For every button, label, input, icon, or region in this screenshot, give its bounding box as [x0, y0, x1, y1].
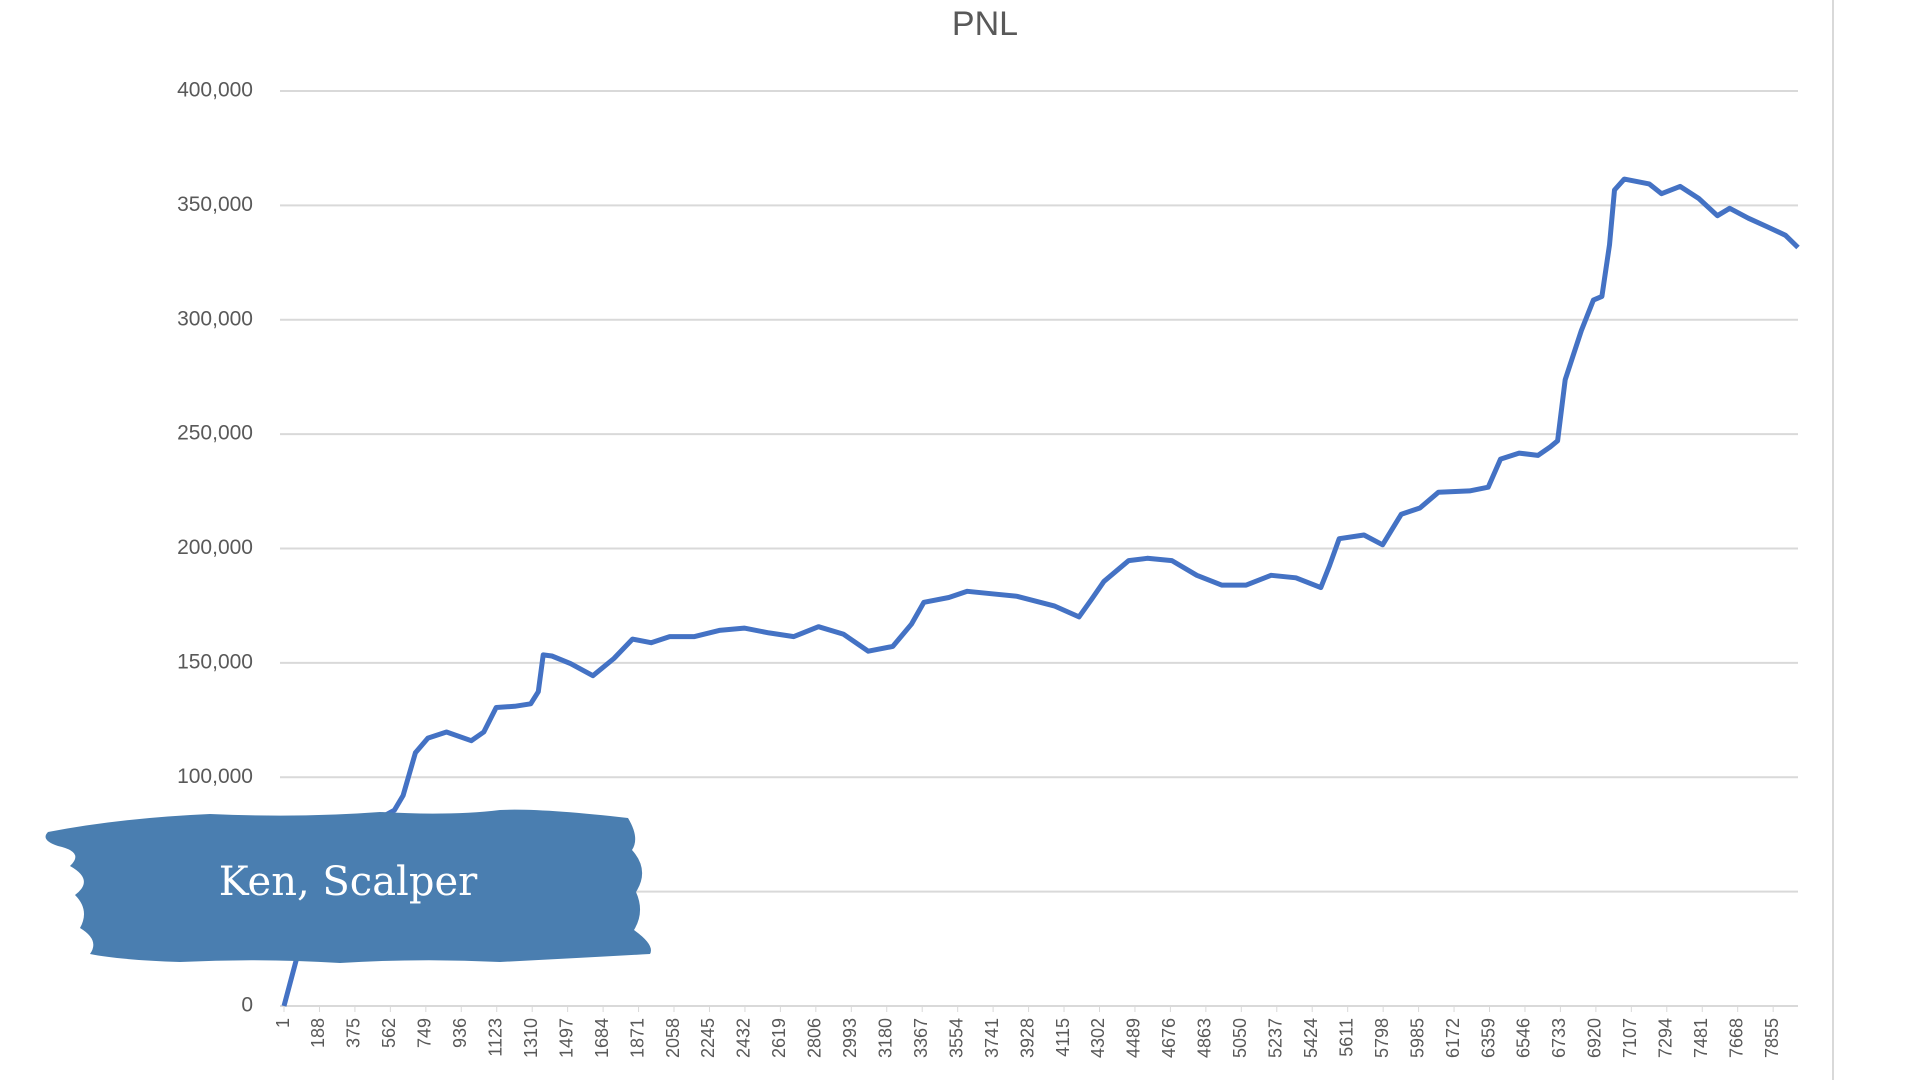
x-tick-label: 1684 [592, 1018, 612, 1058]
x-tick-label: 2245 [698, 1018, 718, 1058]
annotation-badge: Ken, Scalper [45, 809, 651, 963]
x-tick-label: 749 [415, 1018, 435, 1048]
y-tick-label: 150,000 [177, 650, 253, 673]
x-tick-label: 5424 [1301, 1018, 1321, 1058]
x-tick-label: 2432 [734, 1018, 754, 1058]
x-tick-label: 6359 [1478, 1018, 1498, 1058]
x-tick-label: 5237 [1266, 1018, 1286, 1058]
x-tick-label: 375 [344, 1018, 364, 1048]
x-tick-label: 188 [308, 1018, 328, 1048]
pnl-line [281, 176, 1800, 1007]
x-tick-label: 5985 [1407, 1018, 1427, 1058]
x-tick-label: 7107 [1620, 1018, 1640, 1058]
x-tick-label: 7294 [1656, 1018, 1676, 1058]
x-tick-label: 4489 [1124, 1018, 1144, 1058]
x-tick-label: 1497 [556, 1018, 576, 1058]
x-tick-label: 6920 [1585, 1018, 1605, 1058]
x-tick-label: 3180 [876, 1018, 896, 1058]
x-tick-label: 3367 [911, 1018, 931, 1058]
y-tick-label: 400,000 [177, 79, 253, 102]
y-tick-label: 100,000 [177, 765, 253, 788]
x-tick-label: 5611 [1336, 1018, 1356, 1057]
x-tick-label: 5798 [1372, 1018, 1392, 1058]
x-tick-label: 4302 [1088, 1018, 1108, 1058]
x-tick-label: 5050 [1230, 1018, 1250, 1058]
x-tick-label: 6172 [1443, 1018, 1463, 1058]
x-tick-label: 1 [273, 1018, 293, 1028]
annotation-text: Ken, Scalper [219, 859, 478, 905]
x-tick-label: 7481 [1691, 1018, 1711, 1058]
x-tick-label: 4863 [1195, 1018, 1215, 1058]
y-tick-label: 300,000 [177, 307, 253, 330]
x-tick-label: 936 [450, 1018, 470, 1048]
annotation-brush [45, 809, 651, 963]
x-tick-label: 2993 [840, 1018, 860, 1058]
x-tick-label: 2619 [769, 1018, 789, 1058]
x-tick-label: 6546 [1514, 1018, 1534, 1058]
x-tick-label: 562 [379, 1018, 399, 1048]
x-tick-label: 7668 [1726, 1018, 1746, 1058]
plot-area: 050,000100,000150,000200,000250,000300,0… [177, 79, 1800, 1058]
x-tick-label: 4676 [1159, 1018, 1179, 1058]
x-tick-label: 2058 [663, 1018, 683, 1058]
x-tick-label: 1871 [627, 1018, 647, 1058]
chart-title: PNL [952, 5, 1018, 43]
x-tick-label: 7855 [1762, 1018, 1782, 1058]
x-tick-label: 6733 [1549, 1018, 1569, 1058]
y-tick-label: 350,000 [177, 193, 253, 216]
x-tick-label: 1310 [521, 1018, 541, 1058]
y-tick-label: 250,000 [177, 422, 253, 445]
x-tick-label: 2806 [805, 1018, 825, 1058]
x-tick-label: 4115 [1053, 1018, 1073, 1057]
x-tick-label: 3554 [946, 1018, 966, 1058]
x-tick-label: 3928 [1017, 1018, 1037, 1058]
y-tick-label: 0 [241, 994, 253, 1017]
x-tick-label: 3741 [982, 1018, 1002, 1058]
y-tick-label: 200,000 [177, 536, 253, 559]
x-tick-label: 1123 [485, 1018, 505, 1057]
